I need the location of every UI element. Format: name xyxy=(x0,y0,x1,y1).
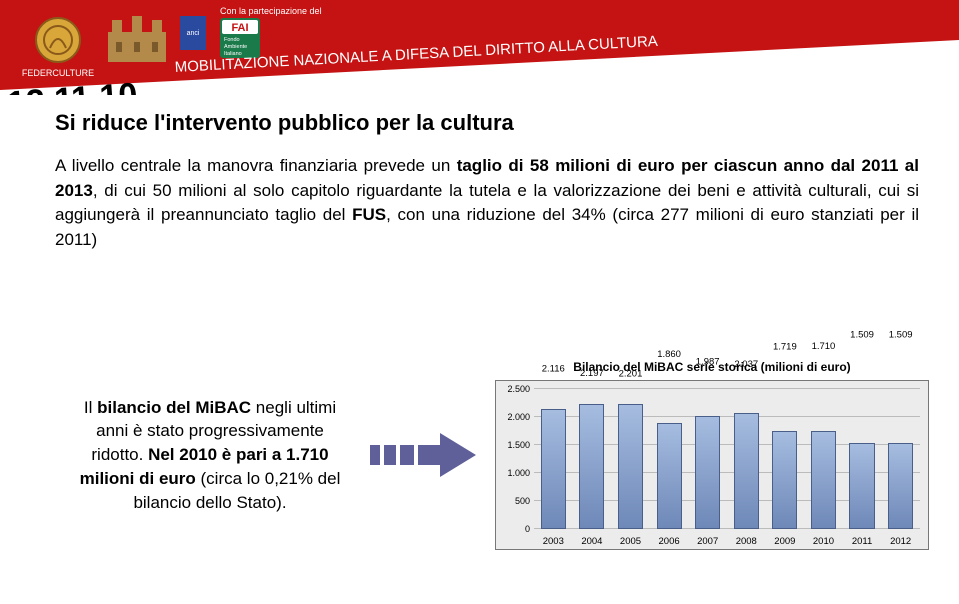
bar-slot: 1.509 xyxy=(881,389,920,529)
bar xyxy=(618,404,643,529)
bar-value-label: 1.860 xyxy=(657,349,681,387)
y-axis-label: 1.000 xyxy=(500,468,530,478)
svg-text:Fondo: Fondo xyxy=(224,37,240,43)
bar xyxy=(811,431,836,529)
bar-chart: 05001.0001.5002.0002.5002.1162.1972.2011… xyxy=(495,380,929,550)
bar-slot: 1.860 xyxy=(650,389,689,529)
x-axis-label: 2011 xyxy=(843,536,882,547)
bar xyxy=(541,409,566,529)
partecipazione-label: Con la partecipazione del xyxy=(220,6,322,16)
bar xyxy=(657,423,682,529)
main-paragraph: A livello centrale la manovra finanziari… xyxy=(55,154,919,253)
y-axis-label: 500 xyxy=(500,496,530,506)
x-axis-label: 2012 xyxy=(881,536,920,547)
x-axis-label: 2009 xyxy=(766,536,805,547)
bar-slot: 1.987 xyxy=(688,389,727,529)
bar xyxy=(734,413,759,529)
bar-slot: 1.509 xyxy=(843,389,882,529)
bar-value-label: 1.987 xyxy=(696,356,720,387)
x-axis-label: 2010 xyxy=(804,536,843,547)
bar xyxy=(888,443,913,530)
x-axis-label: 2007 xyxy=(688,536,727,547)
x-axis-label: 2003 xyxy=(534,536,573,547)
chart-container: Bilancio del MiBAC serie storica (milion… xyxy=(485,360,929,550)
x-axis-label: 2008 xyxy=(727,536,766,547)
svg-text:Ambiente: Ambiente xyxy=(224,44,247,50)
federculture-label: FEDERCULTURE xyxy=(22,68,94,78)
y-axis-label: 0 xyxy=(500,524,530,534)
bar-value-label: 1.509 xyxy=(850,330,874,388)
y-axis-label: 2.500 xyxy=(500,384,530,394)
x-axis-label: 2004 xyxy=(573,536,612,547)
bar-value-label: 2.201 xyxy=(619,368,643,387)
bar xyxy=(579,404,604,529)
y-axis-label: 1.500 xyxy=(500,440,530,450)
bar xyxy=(695,416,720,529)
bar-slot: 2.037 xyxy=(727,389,766,529)
page-title: Si riduce l'intervento pubblico per la c… xyxy=(55,110,919,136)
lower-row: Il bilancio del MiBAC negli ultimi anni … xyxy=(55,360,929,550)
x-axis-label: 2006 xyxy=(650,536,689,547)
bar-slot: 1.710 xyxy=(804,389,843,529)
left-text-block: Il bilancio del MiBAC negli ultimi anni … xyxy=(55,396,365,515)
bar-value-label: 2.197 xyxy=(580,368,604,387)
x-axis-label: 2005 xyxy=(611,536,650,547)
bar-value-label: 2.116 xyxy=(542,363,565,387)
svg-text:anci: anci xyxy=(187,30,200,37)
bar-value-label: 1.719 xyxy=(773,341,797,387)
bar-slot: 1.719 xyxy=(766,389,805,529)
arrow-icon xyxy=(365,425,485,485)
bar-value-label: 1.509 xyxy=(889,330,913,388)
bar xyxy=(849,443,874,530)
bar-slot: 2.116 xyxy=(534,389,573,529)
svg-text:FAI: FAI xyxy=(231,22,248,34)
y-axis-label: 2.000 xyxy=(500,412,530,422)
main-content: Si riduce l'intervento pubblico per la c… xyxy=(55,110,919,253)
bar xyxy=(772,431,797,529)
bar-slot: 2.197 xyxy=(573,389,612,529)
bar-slot: 2.201 xyxy=(611,389,650,529)
bar-value-label: 2.037 xyxy=(734,359,758,387)
header-banner: FEDERCULTURE anci Con la partecipazione … xyxy=(0,0,959,95)
bar-value-label: 1.710 xyxy=(812,341,836,387)
